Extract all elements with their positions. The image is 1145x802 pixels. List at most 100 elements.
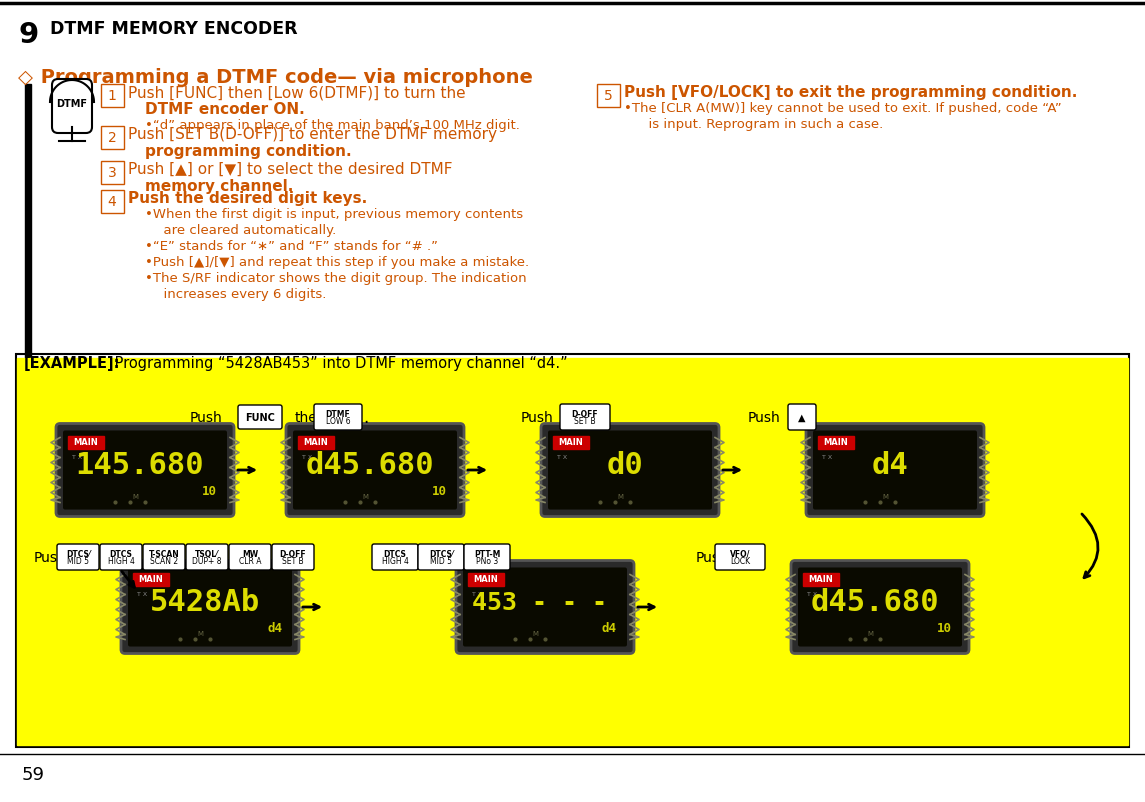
- Bar: [17, 358, 1128, 745]
- Text: T-SCAN: T-SCAN: [149, 549, 180, 558]
- FancyBboxPatch shape: [788, 404, 816, 431]
- FancyBboxPatch shape: [560, 404, 610, 431]
- Text: d4: d4: [267, 622, 282, 634]
- Text: DUP+ 8: DUP+ 8: [192, 557, 222, 565]
- Text: •The [CLR A(MW)] key cannot be used to exit. If pushed, code “A”: •The [CLR A(MW)] key cannot be used to e…: [624, 102, 1061, 115]
- Text: increases every 6 digits.: increases every 6 digits.: [155, 288, 326, 301]
- Text: T X: T X: [72, 455, 82, 460]
- FancyBboxPatch shape: [456, 561, 634, 654]
- Text: SET B: SET B: [282, 557, 303, 565]
- Text: T X: T X: [807, 592, 818, 597]
- Text: Push the desired digit keys.: Push the desired digit keys.: [128, 191, 368, 206]
- Text: VFO/: VFO/: [729, 549, 750, 558]
- Text: d4: d4: [871, 451, 908, 480]
- Text: M: M: [532, 630, 538, 637]
- Text: FUNC: FUNC: [245, 412, 275, 423]
- Text: Push: Push: [520, 411, 553, 424]
- Text: 5428Ab: 5428Ab: [150, 588, 260, 617]
- Text: Push [▲] or [▼] to select the desired DTMF: Push [▲] or [▼] to select the desired DT…: [128, 162, 452, 176]
- Text: HIGH 4: HIGH 4: [108, 557, 134, 565]
- FancyBboxPatch shape: [101, 127, 124, 149]
- Text: MAIN: MAIN: [474, 575, 498, 584]
- Text: Programming “5428AB453” into DTMF memory channel “d4.”: Programming “5428AB453” into DTMF memory…: [110, 355, 568, 371]
- FancyBboxPatch shape: [463, 568, 627, 646]
- Text: 5: 5: [603, 89, 613, 103]
- Text: •“d” appears in place of the main band’s 100 MHz digit.: •“d” appears in place of the main band’s…: [145, 119, 520, 132]
- FancyBboxPatch shape: [185, 545, 228, 570]
- Text: T X: T X: [472, 592, 482, 597]
- Text: Push: Push: [748, 411, 780, 424]
- Text: SET B: SET B: [574, 417, 595, 426]
- Text: DTMF encoder ON.: DTMF encoder ON.: [145, 102, 305, 117]
- Text: DTCS⁄: DTCS⁄: [66, 549, 90, 558]
- Text: MW: MW: [242, 549, 258, 558]
- Text: M: M: [867, 630, 872, 637]
- Text: memory channel.: memory channel.: [145, 179, 293, 194]
- Text: DTMF: DTMF: [325, 410, 350, 419]
- FancyBboxPatch shape: [56, 424, 234, 516]
- Text: HIGH 4: HIGH 4: [381, 557, 409, 565]
- Text: DTCS⁄: DTCS⁄: [429, 549, 453, 558]
- Text: .: .: [363, 408, 369, 427]
- Text: 3: 3: [108, 166, 117, 180]
- FancyBboxPatch shape: [597, 84, 619, 107]
- Text: M: M: [197, 630, 203, 637]
- Text: •The S/RF indicator shows the digit group. The indication: •The S/RF indicator shows the digit grou…: [145, 272, 527, 285]
- FancyBboxPatch shape: [540, 424, 719, 516]
- Text: then: then: [295, 411, 326, 424]
- FancyBboxPatch shape: [229, 545, 271, 570]
- Text: •“E” stands for “∗” and “F” stands for “# .”: •“E” stands for “∗” and “F” stands for “…: [145, 240, 439, 253]
- Text: D-OFF: D-OFF: [571, 410, 599, 419]
- Text: 4: 4: [108, 195, 117, 209]
- Text: 145.680: 145.680: [76, 451, 204, 480]
- Text: M: M: [132, 494, 139, 500]
- Text: 10: 10: [202, 485, 218, 498]
- Text: •Push [▲]/[▼] and repeat this step if you make a mistake.: •Push [▲]/[▼] and repeat this step if yo…: [145, 256, 529, 269]
- FancyBboxPatch shape: [121, 561, 299, 654]
- Text: M: M: [882, 494, 889, 500]
- FancyBboxPatch shape: [314, 404, 362, 431]
- Text: •When the first digit is input, previous memory contents: •When the first digit is input, previous…: [145, 208, 523, 221]
- Text: 1: 1: [108, 89, 117, 103]
- FancyBboxPatch shape: [273, 545, 314, 570]
- Text: T X: T X: [556, 455, 567, 460]
- Text: 59: 59: [22, 765, 45, 783]
- FancyBboxPatch shape: [714, 545, 765, 570]
- Text: M: M: [617, 494, 623, 500]
- FancyBboxPatch shape: [100, 545, 142, 570]
- Text: 453 - - -: 453 - - -: [473, 590, 608, 614]
- Text: T X: T X: [302, 455, 313, 460]
- FancyBboxPatch shape: [101, 161, 124, 184]
- Text: PNo 3: PNo 3: [476, 557, 498, 565]
- FancyBboxPatch shape: [806, 424, 984, 516]
- Text: DTCS: DTCS: [110, 549, 133, 558]
- Text: D-OFF: D-OFF: [279, 549, 307, 558]
- Text: M: M: [362, 494, 368, 500]
- Text: MAIN: MAIN: [808, 575, 834, 584]
- Text: MAIN: MAIN: [303, 438, 329, 447]
- Text: LOCK: LOCK: [731, 557, 750, 565]
- Text: ▲: ▲: [798, 412, 806, 423]
- FancyBboxPatch shape: [128, 568, 292, 646]
- Text: TSQL⁄: TSQL⁄: [196, 549, 219, 558]
- FancyBboxPatch shape: [798, 568, 962, 646]
- Text: d45.680: d45.680: [306, 451, 434, 480]
- Bar: [25, 85, 31, 412]
- Text: LOW 6: LOW 6: [325, 417, 350, 426]
- Text: CLR A: CLR A: [239, 557, 261, 565]
- Text: 10: 10: [937, 622, 951, 634]
- Text: T X: T X: [137, 592, 147, 597]
- Text: 2: 2: [108, 131, 117, 145]
- FancyBboxPatch shape: [143, 545, 185, 570]
- FancyBboxPatch shape: [464, 545, 510, 570]
- Bar: [133, 573, 169, 585]
- Text: MAIN: MAIN: [823, 438, 848, 447]
- FancyBboxPatch shape: [293, 431, 457, 510]
- Text: MAIN: MAIN: [139, 575, 164, 584]
- Bar: [803, 573, 839, 585]
- Text: DTMF: DTMF: [56, 99, 87, 109]
- Text: programming condition.: programming condition.: [145, 144, 352, 159]
- Text: ◇: ◇: [18, 68, 33, 87]
- FancyBboxPatch shape: [791, 561, 969, 654]
- Text: Push [VFO/LOCK] to exit the programming condition.: Push [VFO/LOCK] to exit the programming …: [624, 85, 1077, 100]
